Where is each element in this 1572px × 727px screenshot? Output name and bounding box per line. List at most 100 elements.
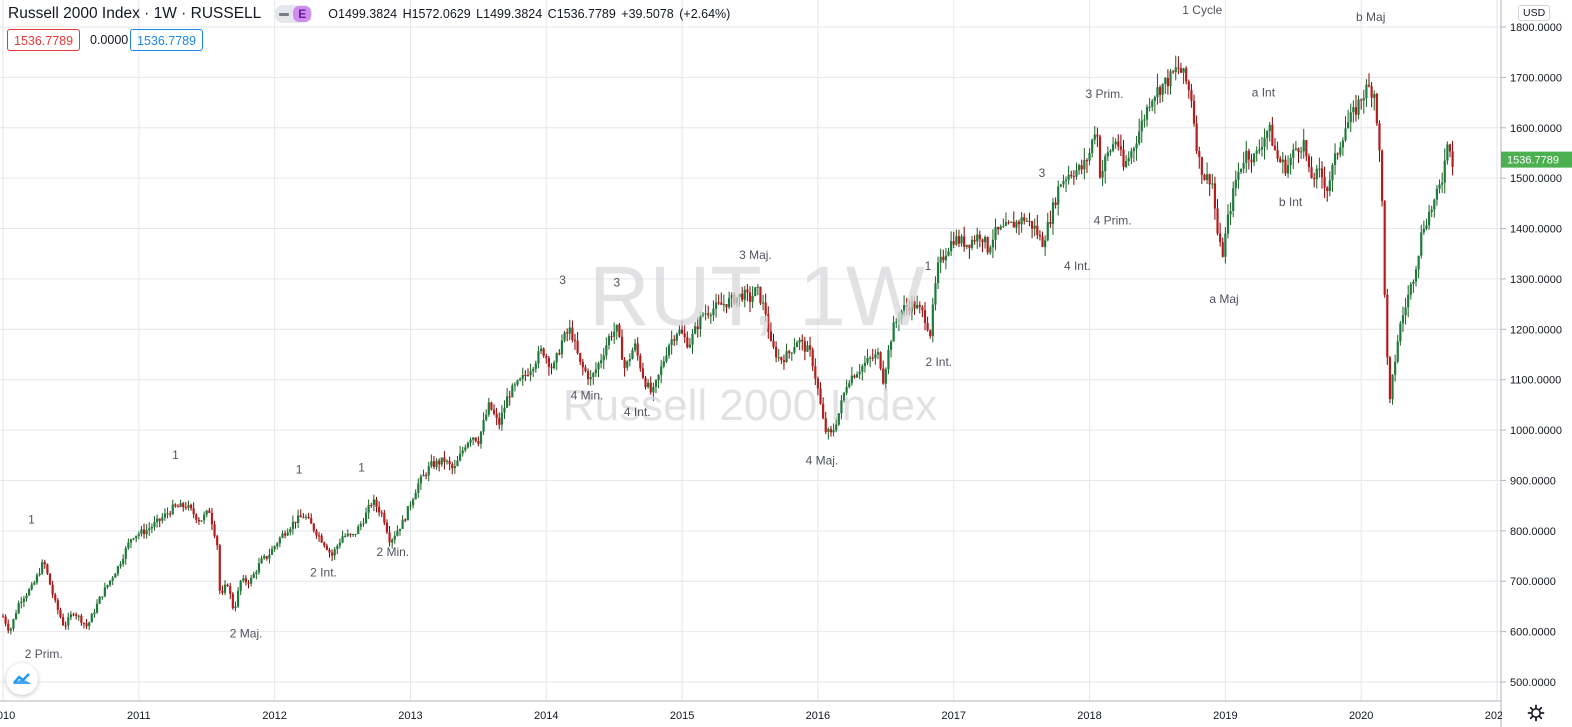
candle [1153,97,1156,102]
candle [1292,149,1295,158]
candle [417,483,420,493]
candle [1083,160,1086,170]
candle [822,403,825,419]
candle [889,341,893,350]
candle [573,339,577,341]
candle [1328,180,1331,192]
candle [584,367,587,372]
candle [127,542,130,549]
candle [270,549,274,555]
candle [1179,68,1183,73]
candle [247,582,250,584]
candle [1169,71,1172,87]
candle [1297,148,1300,153]
candle [942,256,945,261]
candle [855,374,859,378]
candle [714,302,718,309]
currency-label[interactable]: USD [1518,5,1551,21]
candle [265,556,268,559]
candle [9,628,12,631]
candle [1051,202,1055,224]
candle [490,402,493,410]
candle [1145,106,1149,120]
candle [534,363,537,369]
candle [286,532,289,536]
candle [1279,158,1282,163]
candle [182,503,185,508]
symbol-status-pill[interactable]: E [275,5,313,23]
candle [1122,149,1125,167]
candle [28,589,31,596]
indicator-value-left[interactable]: 1536.7789 [7,29,81,51]
candle [626,361,629,368]
symbol-title[interactable]: Russell 2000 Index · 1W · RUSSELL [8,5,262,22]
candle [108,580,112,585]
price-tick-label: 1300.0000 [1510,274,1562,286]
candle [80,615,83,623]
candle [263,556,266,559]
candle [892,322,895,342]
wave-label: 3 [614,275,621,289]
indicator-value-right[interactable]: 1536.7789 [130,29,204,51]
wave-label: 3 [559,273,566,287]
candle [754,287,757,297]
candle [1276,150,1279,159]
candle [1205,174,1209,180]
candle [1059,184,1062,187]
candle [440,457,443,465]
candle [1273,145,1277,151]
candle [1307,156,1311,168]
candle [571,327,574,340]
candle [808,345,812,350]
candle [213,524,216,537]
candle [597,363,600,370]
candle [1305,140,1308,157]
tradingview-logo-icon[interactable] [6,663,38,695]
candle [448,460,451,465]
candle [451,464,454,469]
candle [1367,84,1371,87]
candle [289,529,292,533]
candle [307,516,310,519]
candle [189,504,193,509]
candle [404,519,407,521]
candle [310,518,313,524]
candle [299,515,302,518]
wave-label: 3 Prim. [1085,87,1123,101]
candle [137,533,140,536]
candle [64,625,67,627]
candle [1245,150,1248,164]
last-price-tag [1501,151,1572,168]
candle [592,373,595,378]
candle [641,368,645,378]
candle [153,522,156,527]
collapse-icon[interactable] [279,12,290,16]
candle [897,319,900,322]
candle [1435,188,1439,200]
candle [1004,222,1008,227]
candle [782,360,786,363]
candle [1407,294,1410,308]
candle [1388,357,1392,400]
candle [82,622,86,624]
wave-label: 4 Maj. [806,453,839,467]
candle [576,340,579,354]
candle [759,286,762,304]
candle [1250,159,1253,163]
time-tick-label: 2019 [1213,710,1237,722]
candle [1386,294,1389,358]
candle [1208,174,1211,185]
gear-icon[interactable] [1527,704,1545,722]
candle [725,304,728,308]
wave-label: 4 Min. [571,388,604,402]
chart-header: Russell 2000 Index · 1W · RUSSELL E O149… [8,5,730,23]
candle [474,437,477,442]
candle [498,417,501,425]
candle [511,385,514,398]
candle [1096,134,1099,137]
candle [673,339,676,341]
earnings-badge[interactable]: E [293,6,312,22]
candle [1378,123,1381,151]
